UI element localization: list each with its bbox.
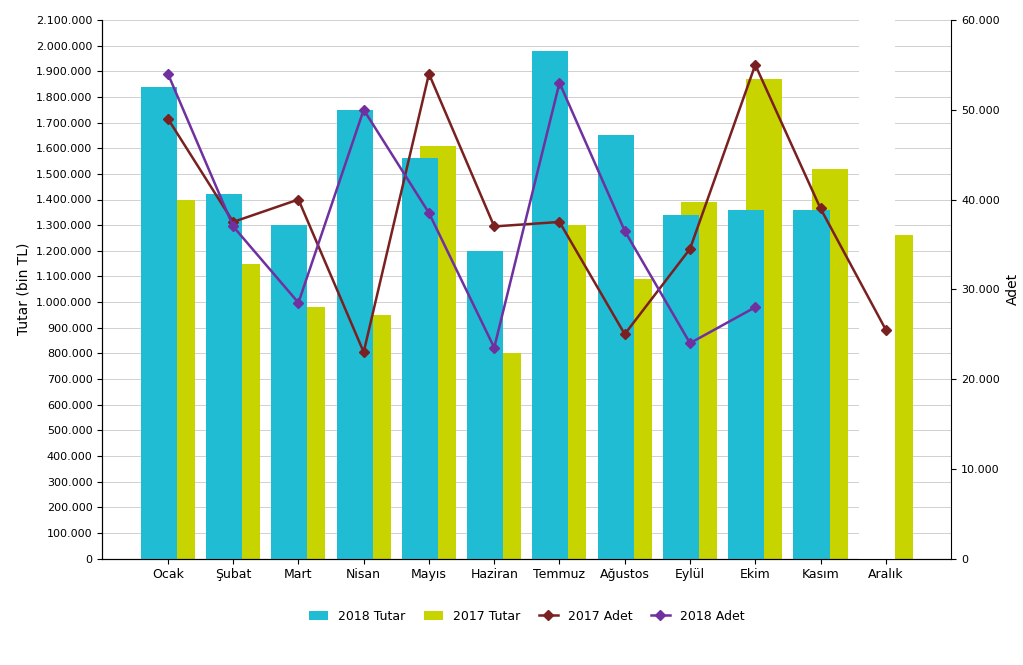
Bar [420, 146, 456, 559]
Legend: 2018 Tutar, 2017 Tutar, 2017 Adet, 2018 Adet: 2018 Tutar, 2017 Tutar, 2017 Adet, 2018 … [305, 604, 749, 628]
Bar [355, 315, 391, 559]
Bar [468, 251, 503, 559]
Bar [728, 209, 764, 559]
Bar [663, 215, 699, 559]
Bar [402, 158, 438, 559]
Bar [485, 353, 522, 559]
Bar [794, 209, 830, 559]
Bar [271, 225, 308, 559]
Bar [207, 194, 242, 559]
Bar [877, 235, 913, 559]
Bar [616, 279, 652, 559]
Bar [858, 20, 895, 559]
Y-axis label: Tutar (bin TL): Tutar (bin TL) [16, 243, 31, 335]
Bar [532, 51, 569, 559]
Bar [597, 136, 633, 559]
Bar [141, 86, 177, 559]
Bar [159, 200, 195, 559]
Bar [337, 110, 372, 559]
Bar [746, 79, 783, 559]
Bar [550, 225, 586, 559]
Bar [224, 263, 260, 559]
Y-axis label: Adet: Adet [1006, 273, 1019, 305]
Bar [681, 202, 717, 559]
Bar [811, 169, 847, 559]
Bar [290, 307, 325, 559]
